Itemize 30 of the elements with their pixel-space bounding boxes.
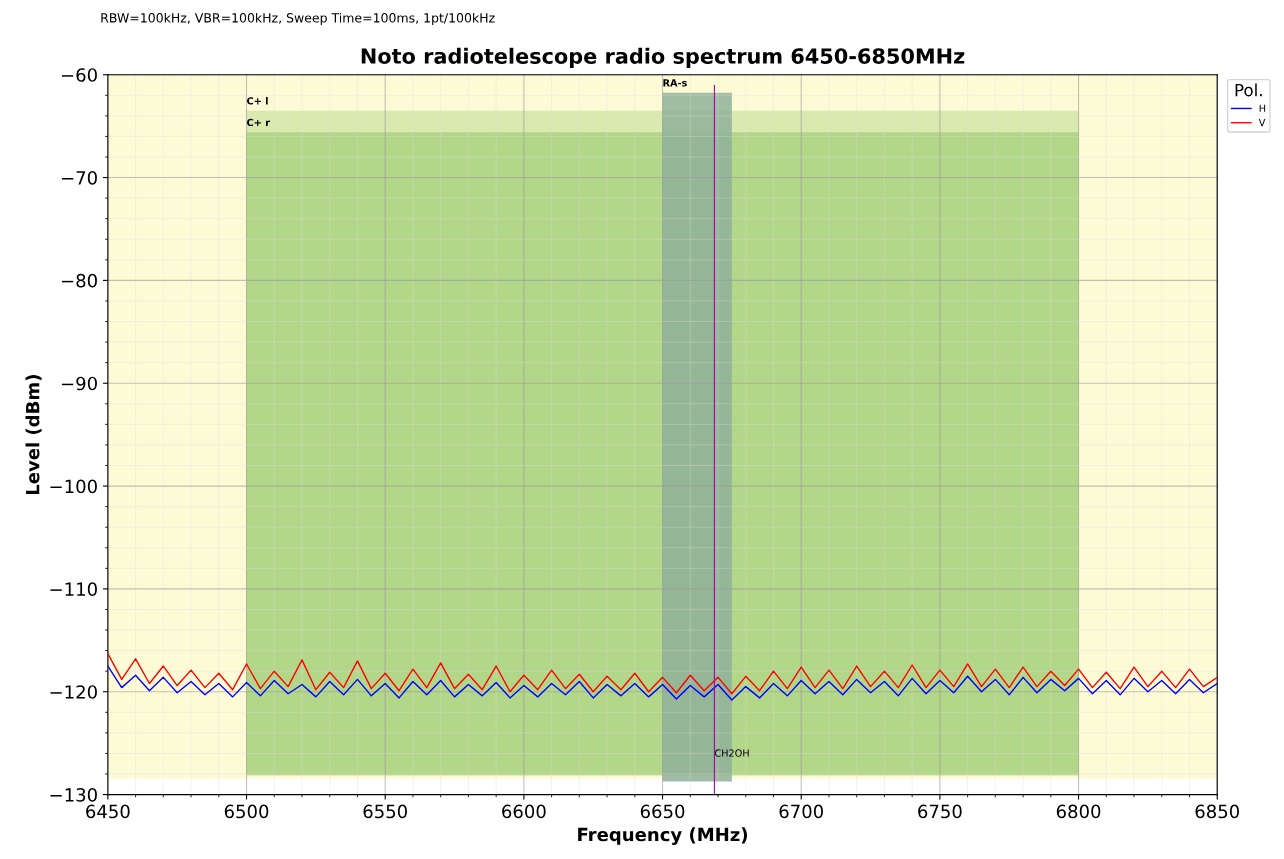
line-series bbox=[107, 665, 1218, 701]
x-tick-label: 6450 bbox=[86, 804, 130, 819]
line-series bbox=[107, 652, 1218, 695]
x-tick-label: 6750 bbox=[918, 804, 962, 819]
y-tick-label: −60 bbox=[61, 68, 97, 82]
x-tick-label: 6700 bbox=[779, 804, 823, 819]
y-tick-label: −110 bbox=[50, 582, 97, 597]
x-tick-label: 6850 bbox=[1195, 804, 1240, 819]
chart-subtitle: RBW=100kHz, VBR=100kHz, Sweep Time=100ms, 1pt/100kHz bbox=[101, 12, 495, 25]
x-tick-label: 6650 bbox=[640, 804, 685, 819]
x-tick-label: 6600 bbox=[502, 804, 546, 819]
legend-label: H bbox=[1259, 104, 1266, 112]
x-tick-label: 6550 bbox=[363, 804, 407, 819]
y-tick-label: −90 bbox=[61, 376, 97, 391]
band-label: RA-s bbox=[663, 79, 687, 87]
y-tick-label: −120 bbox=[50, 685, 97, 699]
y-axis-title: Level (dBm) bbox=[25, 375, 42, 495]
x-tick-label: 6800 bbox=[1056, 804, 1101, 819]
y-tick-label: −100 bbox=[50, 479, 97, 494]
band-label: C+ r bbox=[247, 118, 270, 127]
chart-title: Noto radiotelescope radio spectrum 6450-6850MHz bbox=[361, 47, 965, 68]
y-tick-label: −80 bbox=[61, 273, 97, 288]
ref-line-label: CH2OH bbox=[714, 749, 749, 757]
band-label: C+ l bbox=[247, 97, 268, 105]
x-axis-title: Frequency (MHz) bbox=[578, 827, 748, 845]
y-tick-label: −130 bbox=[50, 788, 97, 802]
y-tick-label: −70 bbox=[61, 171, 97, 185]
legend-title: Pol. bbox=[1235, 83, 1262, 97]
x-tick-label: 6500 bbox=[224, 804, 269, 819]
legend-label: V bbox=[1258, 119, 1266, 127]
